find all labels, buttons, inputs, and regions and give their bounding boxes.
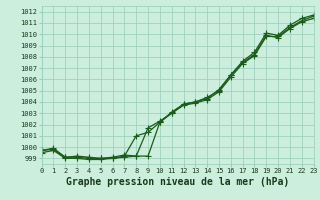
X-axis label: Graphe pression niveau de la mer (hPa): Graphe pression niveau de la mer (hPa) [66, 177, 289, 187]
